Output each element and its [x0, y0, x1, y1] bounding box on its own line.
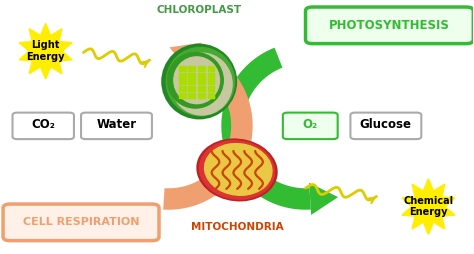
FancyBboxPatch shape [306, 7, 474, 44]
Bar [198, 80, 206, 85]
Bar [179, 73, 187, 78]
Ellipse shape [174, 57, 219, 104]
Bar [188, 73, 196, 78]
Bar [198, 86, 206, 92]
Polygon shape [309, 183, 338, 215]
Text: Light
Energy: Light Energy [27, 40, 65, 62]
Bar [208, 66, 215, 72]
Bar [179, 66, 187, 72]
Polygon shape [170, 43, 201, 73]
Text: CHLOROPLAST: CHLOROPLAST [156, 5, 242, 14]
Ellipse shape [205, 144, 272, 195]
Text: MITOCHONDRIA: MITOCHONDRIA [191, 222, 283, 232]
Bar [208, 73, 215, 78]
Text: Glucose: Glucose [360, 118, 412, 131]
Bar [198, 73, 206, 78]
Polygon shape [402, 179, 455, 234]
Bar [188, 93, 196, 99]
Text: Chemical
Energy: Chemical Energy [403, 196, 454, 217]
Text: PHOTOSYNTHESIS: PHOTOSYNTHESIS [329, 19, 450, 32]
FancyBboxPatch shape [350, 113, 421, 139]
Polygon shape [19, 23, 72, 79]
Bar [188, 86, 196, 92]
Text: CO₂: CO₂ [31, 118, 55, 131]
Polygon shape [163, 48, 253, 210]
Ellipse shape [200, 141, 274, 199]
FancyBboxPatch shape [81, 113, 152, 139]
Bar [198, 66, 206, 72]
Ellipse shape [161, 44, 237, 119]
Text: Water: Water [96, 118, 137, 131]
Polygon shape [221, 48, 311, 210]
Bar [179, 86, 187, 92]
Bar [208, 80, 215, 85]
Ellipse shape [171, 53, 232, 115]
Text: CELL RESPIRATION: CELL RESPIRATION [23, 217, 139, 227]
Bar [188, 80, 196, 85]
FancyBboxPatch shape [12, 113, 74, 139]
Bar [198, 93, 206, 99]
Text: O₂: O₂ [303, 118, 318, 131]
Ellipse shape [196, 138, 278, 201]
Bar [208, 93, 215, 99]
Bar [179, 80, 187, 85]
Ellipse shape [167, 53, 223, 108]
Bar [179, 93, 187, 99]
Ellipse shape [166, 47, 235, 116]
FancyBboxPatch shape [3, 204, 159, 241]
Bar [208, 86, 215, 92]
Bar [188, 66, 196, 72]
FancyBboxPatch shape [283, 113, 337, 139]
